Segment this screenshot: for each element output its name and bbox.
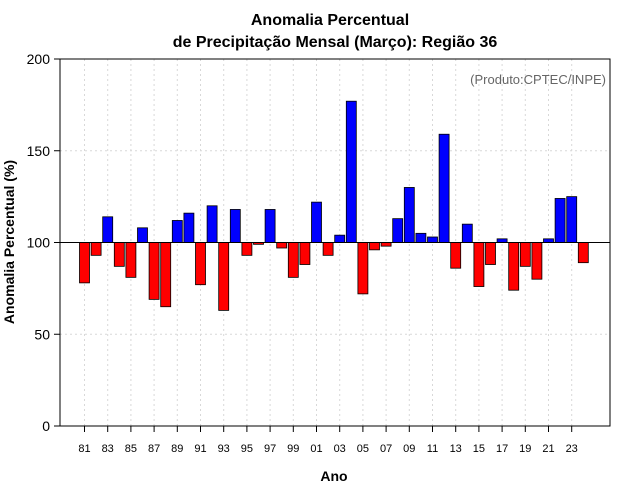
x-tick-label: 93	[218, 443, 230, 455]
x-tick-label: 05	[357, 443, 369, 455]
credit-annotation: (Produto:CPTEC/INPE)	[470, 72, 606, 87]
bar-1989	[171, 220, 183, 243]
bar-2015	[473, 242, 485, 287]
bar-1983	[102, 216, 114, 243]
x-tick-label: 01	[310, 443, 322, 455]
y-axis: 0 50 100 150 200	[27, 51, 60, 434]
bar-1998	[276, 242, 288, 249]
x-tick-label: 07	[380, 443, 392, 455]
y-tick-label: 150	[27, 143, 51, 159]
bar-1995	[241, 242, 253, 256]
y-tick-label: 100	[27, 235, 51, 251]
x-tick-label: 97	[264, 443, 276, 455]
chart-title-line1: Anomalia Percentual	[251, 12, 409, 29]
x-tick-label: 95	[241, 443, 253, 455]
x-tick-label: 19	[519, 443, 531, 455]
x-tick-label: 87	[148, 443, 160, 455]
bar-1993	[218, 242, 230, 311]
bar-2023	[566, 196, 578, 243]
x-tick-label: 17	[496, 443, 508, 455]
x-tick-label: 99	[287, 443, 299, 455]
bar-1999	[287, 242, 299, 278]
bar-1986	[137, 227, 148, 243]
x-axis-label: Ano	[320, 468, 347, 484]
bar-1982	[90, 242, 102, 256]
bar-2005	[357, 242, 369, 295]
bar-1988	[160, 242, 172, 308]
y-axis-label: Anomalia Percentual (%)	[1, 160, 17, 324]
x-axis: 81 83 85 87 89 91 93 95 97 99 01 03 05 07 09 11 13 15 17 19…	[78, 426, 578, 455]
bar-1985	[125, 242, 137, 278]
bar-2000	[299, 242, 311, 265]
bar-2003	[334, 234, 346, 243]
bar-1992	[206, 205, 218, 243]
bar-2013	[450, 242, 462, 269]
bar-2009	[403, 187, 415, 243]
bar-2008	[392, 218, 404, 243]
bar-1984	[113, 242, 125, 267]
y-tick-label: 0	[42, 418, 50, 434]
bar-2024	[577, 242, 589, 264]
bar-2017	[496, 238, 508, 243]
bar-1994	[229, 209, 241, 243]
x-tick-label: 15	[473, 443, 485, 455]
bar-2016	[485, 242, 496, 265]
x-tick-label: 83	[102, 443, 114, 455]
bar-2006	[369, 242, 380, 251]
x-tick-label: 91	[194, 443, 206, 455]
bar-2012	[438, 133, 450, 243]
bar-2019	[519, 242, 531, 267]
x-tick-label: 03	[334, 443, 346, 455]
x-tick-label: 81	[78, 443, 90, 455]
bar-2018	[508, 242, 520, 291]
x-tick-label: 11	[427, 443, 438, 455]
bar-2002	[322, 242, 334, 256]
bar-2004	[345, 100, 357, 243]
x-tick-label: 09	[403, 443, 415, 455]
bar-2020	[531, 242, 543, 280]
bar-1990	[183, 212, 195, 243]
x-tick-label: 23	[566, 443, 578, 455]
bars	[79, 100, 589, 311]
bar-2011	[427, 236, 438, 243]
bar-2014	[461, 223, 473, 243]
bar-1997	[264, 209, 276, 243]
grid-lines	[60, 59, 610, 426]
y-tick-label: 50	[34, 326, 50, 342]
bar-2022	[554, 198, 566, 243]
y-tick-label: 200	[27, 51, 51, 67]
x-tick-label: 21	[542, 443, 554, 455]
bar-2021	[543, 238, 554, 243]
bar-1987	[148, 242, 160, 300]
bar-2007	[380, 242, 392, 247]
x-tick-label: 85	[125, 443, 137, 455]
chart-title-line2: de Precipitação Mensal (Março): Região 3…	[173, 34, 498, 51]
x-tick-label: 13	[450, 443, 462, 455]
bar-1981	[79, 242, 90, 284]
bar-2010	[415, 232, 427, 243]
bar-1991	[195, 242, 206, 286]
x-tick-label: 89	[171, 443, 183, 455]
bar-2001	[311, 201, 322, 243]
